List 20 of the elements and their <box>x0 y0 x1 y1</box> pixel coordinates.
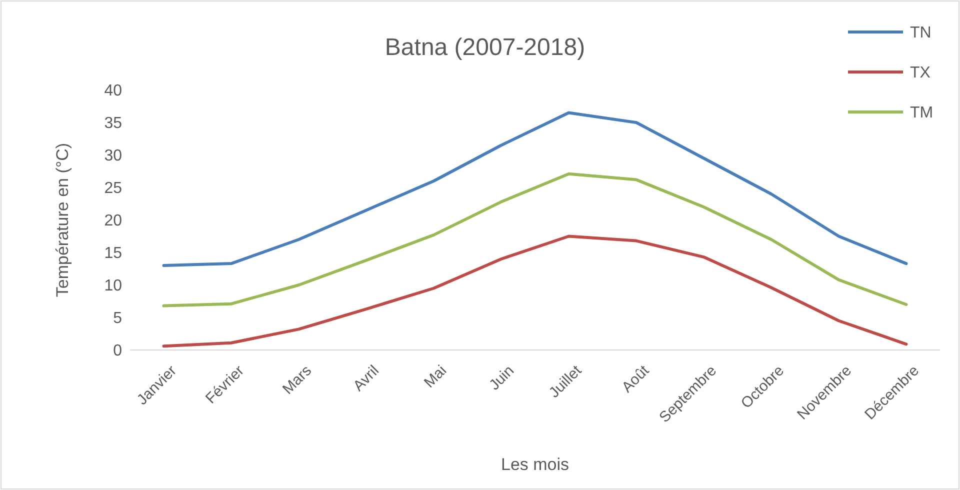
y-tick-label: 5 <box>113 310 122 328</box>
y-tick-label: 0 <box>113 342 122 360</box>
legend-label: TM <box>910 104 934 122</box>
line-series <box>162 234 908 348</box>
line-series <box>162 172 908 308</box>
chart-title: Batna (2007-2018) <box>384 34 586 61</box>
y-tick-label: 20 <box>104 212 122 230</box>
legend-label: TX <box>910 64 931 82</box>
y-tick-label: 25 <box>104 180 122 198</box>
y-tick-label: 15 <box>104 245 122 262</box>
legend-label: TN <box>910 24 932 42</box>
x-tick-label: Juin <box>486 362 518 394</box>
x-tick-label: Mai <box>420 362 450 392</box>
line-series <box>162 111 908 267</box>
x-axis-title: Les mois <box>500 455 570 474</box>
y-tick-label: 35 <box>104 115 122 132</box>
y-tick-label: 40 <box>104 82 122 100</box>
y-axis-title: Température en (°C) <box>53 142 72 298</box>
y-tick-label: 30 <box>104 148 122 165</box>
y-tick-label: 10 <box>104 278 122 295</box>
